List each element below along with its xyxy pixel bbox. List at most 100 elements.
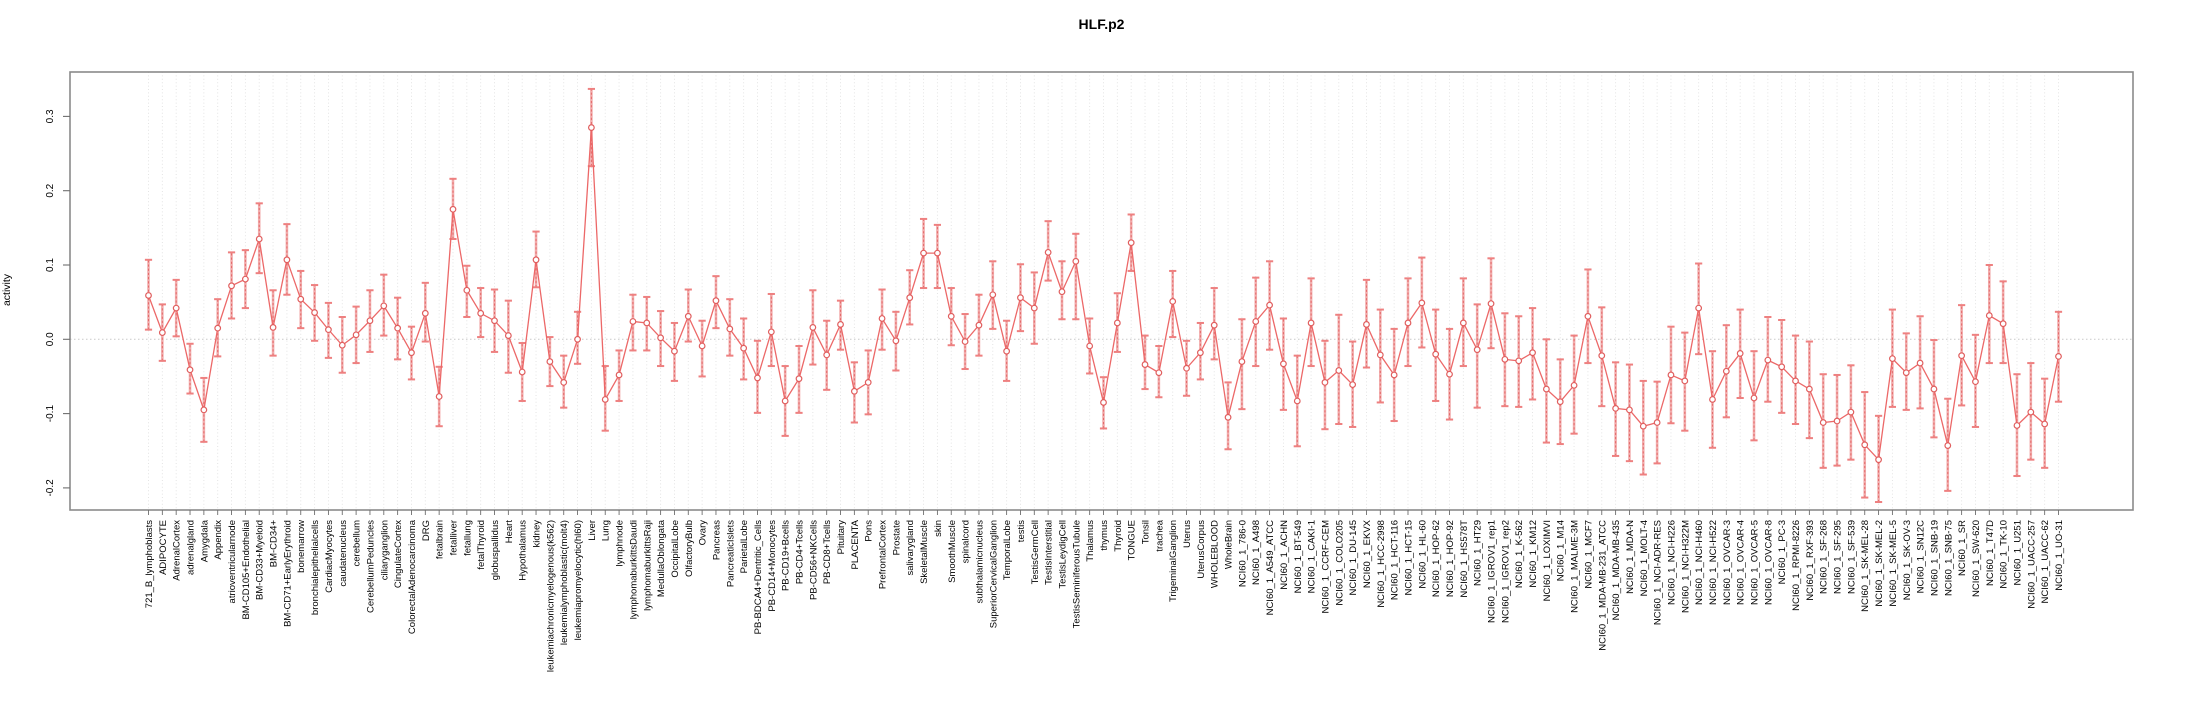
x-tick-label: PB-CD8+Tcells	[822, 520, 833, 584]
x-tick-label: fetalThyroid	[476, 520, 487, 570]
data-point	[920, 249, 927, 257]
x-tick-label: Uterus	[1182, 520, 1193, 548]
x-tick-label: PLACENTA	[850, 519, 861, 569]
data-point	[145, 292, 152, 299]
data-point	[657, 334, 665, 342]
data-point	[740, 344, 748, 352]
x-tick-label: BM-CD71+EarlyErythroid	[282, 520, 293, 627]
data-point	[1349, 381, 1357, 389]
x-tick-label: fetalliver	[448, 520, 459, 555]
data-point	[684, 312, 692, 320]
x-tick-label: NCI60_1_786-0	[1237, 520, 1248, 587]
data-point	[283, 256, 291, 264]
x-tick-label: lymphnode	[615, 520, 626, 566]
data-point	[864, 378, 872, 386]
x-tick-label: CardiacMyocytes	[324, 520, 335, 593]
x-tick-label: leukemiapromyelocytic(hl60)	[573, 520, 584, 640]
data-point	[269, 324, 277, 331]
data-point	[1709, 396, 1716, 403]
data-point	[1169, 298, 1177, 305]
data-point	[1529, 349, 1536, 357]
x-tick-label: CerebellumPeduncles	[365, 520, 376, 613]
x-tick-label: NCI60_1_KM12	[1528, 520, 1539, 588]
y-tick-label: 0.2	[45, 183, 56, 197]
x-tick-label: NCI60_1_EKVX	[1362, 519, 1373, 588]
data-point	[574, 335, 581, 343]
data-point	[214, 324, 222, 332]
data-point	[1446, 370, 1453, 378]
data-point	[1100, 399, 1107, 406]
x-tick-label: spinalcord	[961, 520, 972, 563]
x-tick-label: lymphomaburkittsRaji	[642, 520, 653, 611]
data-point	[767, 328, 775, 336]
x-tick-label: NCI60_1_HCC-2998	[1376, 520, 1387, 608]
data-point	[1432, 350, 1440, 358]
data-point	[325, 326, 332, 334]
data-point	[1266, 301, 1273, 309]
x-tick-label: Pons	[864, 520, 875, 542]
y-tick-label: -0.1	[45, 405, 56, 423]
x-tick-label: leukemialymphoblastic(molt4)	[559, 520, 570, 645]
x-tick-label: NCI60_1_NCI-H522	[1708, 520, 1719, 605]
data-point	[1584, 312, 1592, 320]
data-point	[1058, 288, 1066, 296]
x-tick-label: NCI60_1_UO-31	[2054, 520, 2065, 591]
data-point	[601, 396, 609, 403]
x-tick-label: bronchialepithelialcells	[310, 520, 321, 615]
x-tick-label: NCI60_1_MOLT-4	[1639, 520, 1650, 596]
x-tick-label: leukemiachronicmyelogenous(k562)	[545, 520, 556, 672]
data-point	[1501, 355, 1509, 363]
data-point	[947, 312, 955, 320]
x-tick-label: NCI60_1_SW-620	[1971, 520, 1982, 597]
data-point	[1404, 319, 1412, 327]
data-point	[1252, 318, 1260, 325]
data-point	[546, 358, 554, 365]
x-tick-label: subthalamicnucleus	[974, 520, 985, 604]
data-point	[1819, 419, 1827, 426]
data-point	[2027, 408, 2035, 416]
x-tick-label: NCI60_1_SNB-19	[1929, 520, 1940, 596]
data-point	[297, 295, 305, 303]
x-tick-label: NCI60_1_NCI-H322M	[1680, 520, 1691, 613]
x-tick-label: Amygdala	[199, 519, 210, 562]
data-point	[671, 347, 678, 355]
data-point	[560, 378, 568, 386]
data-point	[2013, 422, 2021, 429]
x-tick-label: kidney	[532, 520, 543, 548]
data-point	[1847, 408, 1855, 416]
x-tick-label: NCI60_1_HL-60	[1417, 520, 1428, 589]
data-point	[2041, 420, 2049, 428]
data-point	[311, 309, 318, 316]
plot-border	[69, 71, 2134, 511]
x-tick-label: NCI60_1_SK-OV-3	[1902, 520, 1913, 600]
x-tick-label: Thyroid	[1113, 520, 1124, 552]
x-tick-label: lymphomaburkittsDaudi	[628, 520, 639, 619]
x-tick-label: ADIPOCYTE	[158, 520, 169, 575]
data-point	[781, 397, 789, 405]
x-tick-label: NCI60_1_MALME-3M	[1570, 520, 1581, 613]
data-point	[1473, 346, 1481, 354]
data-point	[200, 406, 208, 414]
data-point	[1183, 364, 1190, 372]
x-tick-label: NCI60_1_M14	[1556, 520, 1567, 581]
data-point	[1792, 377, 1799, 385]
y-tick-label: 0.0	[45, 332, 56, 346]
x-tick-label: SkeletalMuscle	[919, 520, 930, 584]
data-point	[1515, 357, 1523, 365]
data-point	[463, 286, 471, 294]
data-point	[1238, 358, 1246, 365]
x-tick-label: Hypothalamus	[518, 520, 529, 581]
x-tick-label: NCI60_1_HCT-15	[1403, 520, 1414, 596]
x-tick-label: SmoothMuscle	[947, 520, 958, 583]
x-tick-label: Appendix	[213, 520, 224, 560]
data-point	[518, 368, 526, 376]
data-point	[158, 329, 166, 337]
data-point	[726, 325, 734, 333]
x-tick-label: PB-BDCA4+Dentritic_Cells	[753, 520, 764, 635]
x-tick-label: NCI60_1_NCI-ADR-RES	[1653, 520, 1664, 625]
data-point	[837, 321, 844, 328]
x-tick-label: adrenalgland	[186, 520, 197, 575]
x-tick-label: NCI60_1_SR	[1957, 520, 1968, 576]
data-point	[1280, 360, 1287, 368]
